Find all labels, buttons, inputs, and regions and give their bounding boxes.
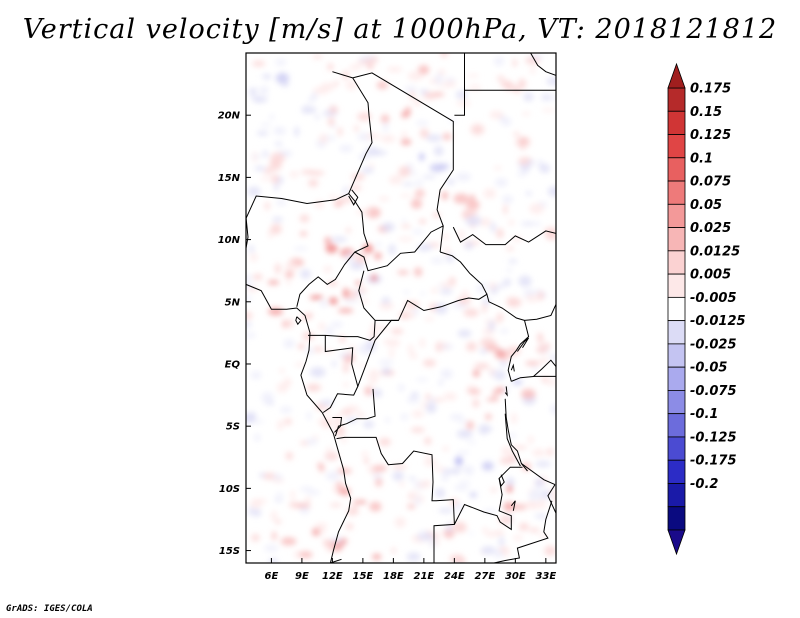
- latitude-label: 5N: [225, 297, 241, 308]
- border-line: [332, 417, 343, 433]
- border-line: [510, 500, 516, 511]
- colorbar-level-label: 0.025: [690, 221, 731, 236]
- border-line: [246, 283, 352, 563]
- colorbar-level-label: 0.175: [690, 82, 731, 97]
- colorbar-swatch: [667, 203, 686, 228]
- colorbar-swatch: [667, 157, 686, 182]
- colorbar-level-label: 0.0125: [690, 244, 740, 259]
- latitude-label: 15N: [218, 173, 241, 184]
- border-line: [524, 304, 556, 321]
- border-line: [336, 436, 455, 563]
- colorbar-swatch: [667, 320, 686, 345]
- border-line: [348, 77, 373, 194]
- map-frame: [245, 52, 557, 564]
- latitude-label: EQ: [225, 359, 241, 370]
- border-line: [439, 251, 488, 295]
- border-line: [375, 293, 525, 321]
- longitude-label: 18E: [383, 571, 404, 582]
- colorbar-swatch: [667, 250, 686, 275]
- longitude-label: 15E: [353, 571, 374, 582]
- colorbar-swatch: [667, 87, 686, 112]
- colorbar-level-label: -0.05: [690, 361, 727, 376]
- border-line: [547, 484, 556, 514]
- colorbar-level-label: -0.025: [690, 337, 737, 352]
- longitude-label: 33E: [535, 571, 556, 582]
- border-line: [504, 386, 508, 397]
- colorbar-swatch: [667, 180, 686, 205]
- colorbar-level-label: 0.075: [690, 175, 731, 190]
- longitude-label: 30E: [505, 571, 526, 582]
- border-line: [510, 363, 515, 372]
- longitude-label: 21E: [413, 571, 434, 582]
- colorbar-swatch: [667, 134, 686, 159]
- colorbar-swatch: [667, 483, 686, 508]
- colorbar-level-label: -0.005: [690, 291, 737, 306]
- border-line: [334, 388, 376, 437]
- colorbar-level-label: 0.005: [690, 268, 731, 283]
- border-line: [246, 192, 369, 307]
- border-line: [454, 90, 465, 116]
- colorbar-level-label: -0.125: [690, 430, 737, 445]
- latitude-label: 10N: [218, 235, 241, 246]
- colorbar-bottom-arrow: [667, 529, 686, 556]
- border-line: [533, 359, 556, 377]
- border-line: [308, 270, 376, 341]
- longitude-label: 9E: [295, 571, 309, 582]
- colorbar-swatch: [667, 343, 686, 368]
- longitude-label: 24E: [444, 571, 465, 582]
- colorbar-swatch: [667, 110, 686, 135]
- border-line: [246, 217, 249, 249]
- longitude-label: 6E: [265, 571, 279, 582]
- border-line: [352, 72, 454, 272]
- border-line: [452, 226, 556, 246]
- colorbar-swatch: [667, 436, 686, 461]
- colorbar-swatch: [667, 273, 686, 298]
- colorbar-level-label: -0.075: [690, 384, 737, 399]
- vertical-velocity-field: [246, 53, 556, 563]
- latitude-label: 5S: [226, 422, 240, 433]
- border-line: [511, 375, 556, 382]
- colorbar-level-label: 0.05: [690, 198, 722, 213]
- colorbar-level-label: -0.0125: [690, 314, 746, 329]
- border-line: [439, 225, 444, 253]
- border-line: [507, 320, 530, 382]
- colorbar: 0.175 0.15 0.125 0.1 0.075 0.05 0.025 0.0125 0.0…: [667, 62, 746, 556]
- border-line: [295, 316, 302, 326]
- colorbar-level-label: -0.2: [690, 477, 718, 492]
- longitude-labels: 6E 9E 12E 15E 18E 21E 24E 27E 30E 33E: [265, 558, 556, 582]
- colorbar-top-arrow: [667, 62, 686, 89]
- colorbar-swatch: [667, 390, 686, 415]
- colorbar-swatch: [667, 227, 686, 252]
- colorbar-level-label: 0.15: [690, 105, 722, 120]
- border-line: [332, 71, 353, 79]
- colorbar-swatch: [667, 459, 686, 484]
- colorbar-level-label: 0.125: [690, 128, 731, 143]
- colorbar-swatch: [667, 366, 686, 391]
- grads-credit: GrADS: IGES/COLA: [6, 604, 93, 614]
- colorbar-swatch: [667, 413, 686, 438]
- latitude-label: 15S: [219, 546, 240, 557]
- colorbar-level-label: -0.175: [690, 454, 737, 469]
- border-line: [348, 189, 359, 206]
- border-line: [530, 53, 556, 76]
- border-line: [493, 500, 553, 563]
- border-line: [504, 413, 521, 467]
- border-line: [521, 463, 556, 486]
- colorbar-swatch: [667, 506, 686, 531]
- latitude-label: 20N: [218, 111, 241, 122]
- colorbar-level-label: -0.1: [690, 407, 718, 422]
- colorbar-swatch: [667, 296, 686, 322]
- border-line: [357, 319, 399, 387]
- longitude-label: 12E: [322, 571, 343, 582]
- map-title: Vertical velocity [m/s] at 1000hPa, VT: …: [22, 14, 778, 45]
- latitude-labels: 20N 15N 10N 5N EQ 5S 10S 15S: [218, 111, 251, 557]
- border-line: [498, 474, 505, 487]
- border-line: [516, 337, 530, 352]
- longitude-label: 27E: [474, 571, 495, 582]
- latitude-label: 10S: [219, 484, 240, 495]
- colorbar-level-label: 0.1: [690, 151, 713, 166]
- border-line: [453, 466, 523, 531]
